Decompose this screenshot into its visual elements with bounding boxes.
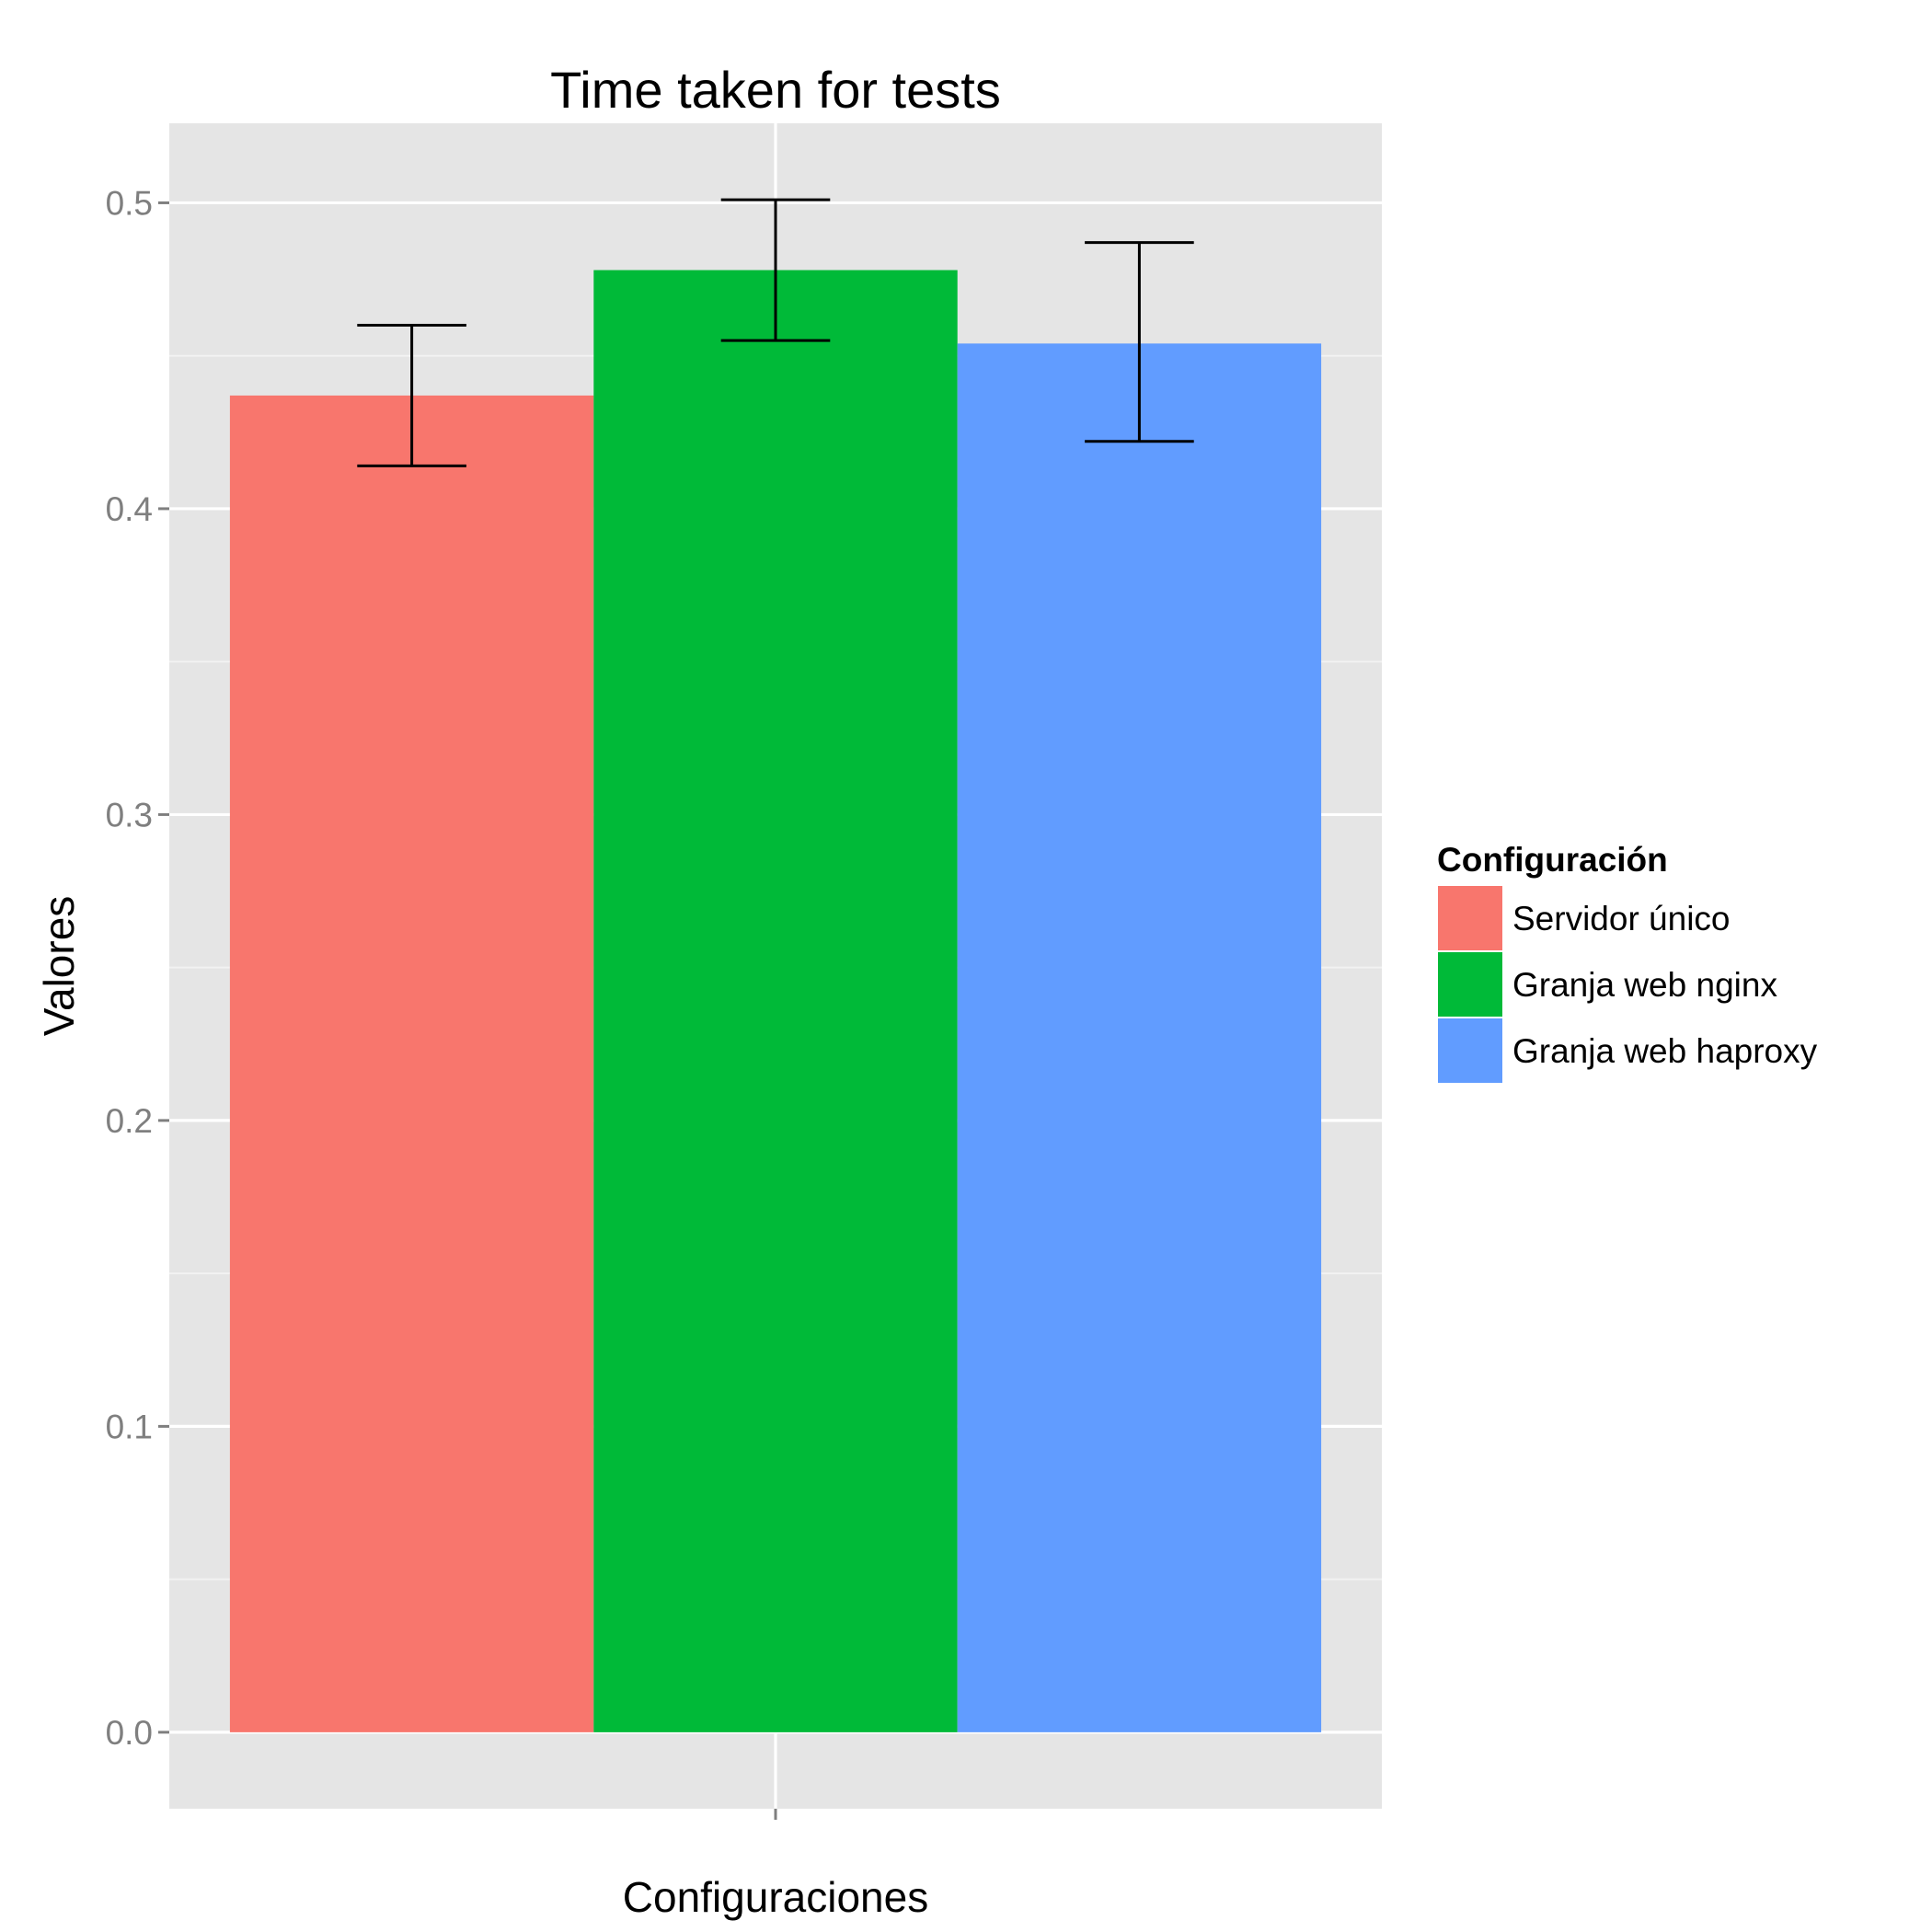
- legend-key: [1436, 1017, 1504, 1085]
- bar: [593, 270, 958, 1732]
- y-axis-label: Valores: [35, 896, 83, 1037]
- bar: [957, 343, 1322, 1732]
- legend-key: [1436, 884, 1504, 952]
- y-tick-label: 0.4: [106, 490, 153, 528]
- legend-label: Granja web haproxy: [1512, 1032, 1818, 1070]
- chart-title: Time taken for tests: [550, 61, 1001, 119]
- error-bars: [357, 198, 1194, 467]
- y-tick-label: 0.3: [106, 796, 153, 834]
- y-axis: 0.0 0.1 0.2 0.3 0.4 0.5: [106, 184, 169, 1752]
- legend-key: [1436, 950, 1504, 1018]
- legend-items: Servidor único Granja web nginx Granja web…: [1436, 884, 1818, 1085]
- legend-label: Servidor único: [1512, 900, 1731, 937]
- legend: Configuración Servidor único Granja web n…: [1436, 841, 1818, 1085]
- bar: [229, 395, 594, 1732]
- x-axis-label: Configuraciones: [623, 1873, 928, 1921]
- bars: [229, 270, 1322, 1732]
- y-tick-label: 0.5: [106, 184, 153, 222]
- y-tick-label: 0.0: [106, 1714, 153, 1752]
- legend-label: Granja web nginx: [1512, 966, 1777, 1004]
- legend-title: Configuración: [1437, 841, 1668, 879]
- y-tick-label: 0.2: [106, 1102, 153, 1140]
- y-tick-label: 0.1: [106, 1408, 153, 1445]
